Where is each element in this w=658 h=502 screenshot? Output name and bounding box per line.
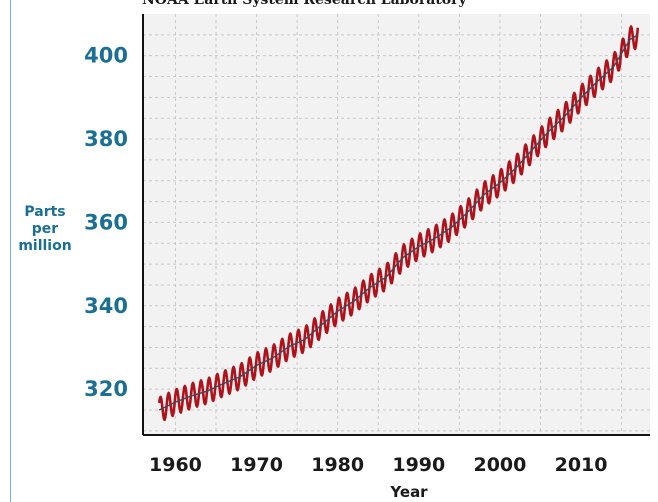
x-tick-label: 2010 [555, 454, 608, 476]
y-tick-label: 400 [84, 44, 128, 68]
chart-title: NOAA Earth System Research Laboratory [142, 0, 467, 8]
y-axis-label-line-3: million [18, 238, 71, 254]
x-tick-label: 2000 [473, 454, 526, 476]
y-tick-label: 340 [84, 294, 128, 318]
y-tick-label: 360 [84, 210, 128, 234]
y-axis-label-line-1: Parts [24, 204, 65, 220]
x-tick-label: 1970 [230, 454, 283, 476]
x-tick-label: 1960 [149, 454, 202, 476]
x-tick-label: 1980 [311, 454, 364, 476]
seasonal-series-line [157, 25, 640, 422]
trend-series-line [158, 34, 639, 411]
y-axis-label-line-2: per [32, 221, 59, 237]
y-tick-label: 380 [84, 127, 128, 151]
x-axis-label: Year [389, 483, 428, 501]
series-layer [157, 25, 640, 422]
x-tick-label: 1990 [392, 454, 445, 476]
plot-area [143, 14, 650, 435]
left-frame-line [10, 0, 11, 502]
tick-labels: 320 340 360 380 400 1960 1970 1980 1990 2000 2010 [84, 44, 607, 476]
y-tick-label: 320 [84, 377, 128, 401]
